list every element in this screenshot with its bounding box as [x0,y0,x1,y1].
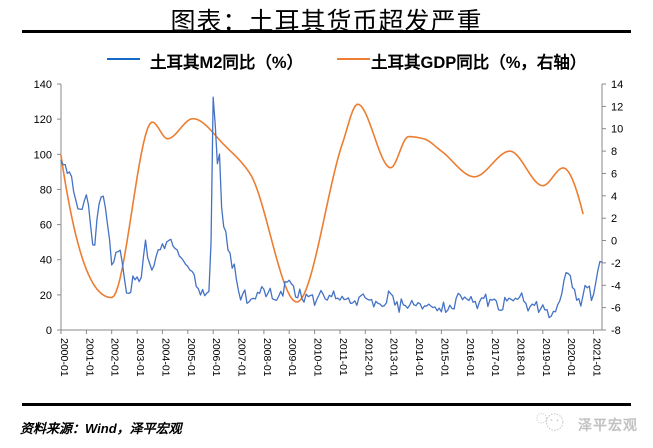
svg-text:-2: -2 [611,258,621,270]
svg-text:2017-01: 2017-01 [489,338,501,377]
svg-text:2008-01: 2008-01 [261,338,273,377]
svg-text:2020-01: 2020-01 [565,338,577,377]
svg-text:8: 8 [611,146,617,158]
svg-text:2011-01: 2011-01 [337,338,349,376]
svg-text:2009-01: 2009-01 [286,338,298,377]
svg-text:140: 140 [34,79,52,91]
svg-text:2000-01: 2000-01 [58,338,70,377]
svg-text:2015-01: 2015-01 [438,338,450,377]
svg-text:2007-01: 2007-01 [236,338,248,377]
svg-text:10: 10 [611,124,623,136]
svg-text:20: 20 [40,290,52,302]
svg-text:4: 4 [611,191,617,203]
svg-text:2005-01: 2005-01 [185,338,197,377]
svg-text:2013-01: 2013-01 [388,338,400,377]
svg-text:80: 80 [40,184,52,196]
svg-text:0: 0 [611,236,617,248]
svg-text:2: 2 [611,213,617,225]
svg-text:2006-01: 2006-01 [210,338,222,377]
svg-text:2004-01: 2004-01 [159,338,171,377]
svg-text:2021-01: 2021-01 [591,338,603,377]
svg-text:2003-01: 2003-01 [134,338,146,377]
svg-text:-6: -6 [611,303,621,315]
svg-text:2019-01: 2019-01 [540,338,552,377]
svg-text:-4: -4 [611,280,621,292]
svg-text:2002-01: 2002-01 [109,338,121,377]
svg-text:-8: -8 [611,325,621,337]
svg-text:60: 60 [40,220,52,232]
svg-text:120: 120 [34,114,52,126]
svg-text:12: 12 [611,101,623,113]
svg-text:2018-01: 2018-01 [515,338,527,377]
svg-text:2001-01: 2001-01 [83,338,95,377]
svg-text:14: 14 [611,79,623,91]
svg-text:100: 100 [34,149,52,161]
svg-text:2014-01: 2014-01 [413,338,425,377]
svg-text:2010-01: 2010-01 [312,338,324,377]
svg-text:40: 40 [40,255,52,267]
svg-text:2016-01: 2016-01 [464,338,476,377]
svg-text:0: 0 [46,325,52,337]
svg-text:2012-01: 2012-01 [362,338,374,377]
svg-text:6: 6 [611,169,617,181]
